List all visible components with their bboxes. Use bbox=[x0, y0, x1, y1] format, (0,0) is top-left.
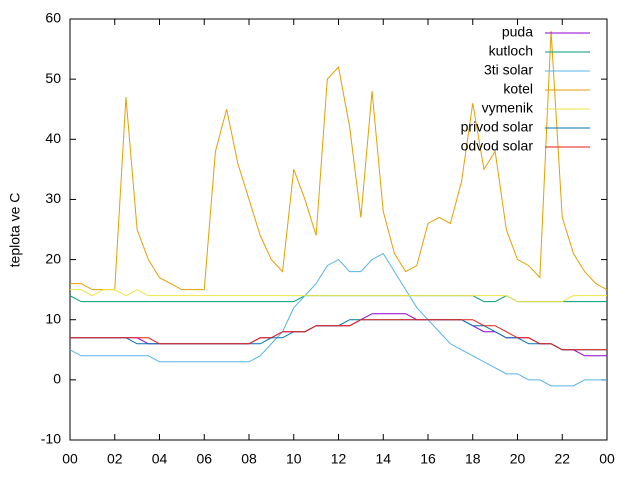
x-tick-label: 10 bbox=[286, 451, 302, 467]
x-tick-label: 06 bbox=[196, 451, 212, 467]
legend-label: kotel bbox=[503, 81, 533, 97]
x-tick-label: 08 bbox=[241, 451, 257, 467]
series-line bbox=[69, 252, 607, 387]
series-line bbox=[69, 295, 607, 303]
y-tick-label: 30 bbox=[45, 190, 61, 206]
y-tick-label: 50 bbox=[45, 70, 61, 86]
legend-label: kutloch bbox=[489, 43, 533, 59]
series-line bbox=[70, 289, 607, 303]
x-tick-label: 22 bbox=[554, 451, 570, 467]
legend-label: vymenik bbox=[482, 100, 534, 116]
y-tick-label: -10 bbox=[41, 431, 61, 447]
legend-label: puda bbox=[502, 24, 533, 40]
y-tick-label: 60 bbox=[45, 10, 61, 26]
legend-label: 3ti solar bbox=[484, 62, 533, 78]
y-tick-label: 40 bbox=[45, 130, 61, 146]
series-line bbox=[70, 313, 607, 357]
y-tick-label: 10 bbox=[45, 310, 61, 326]
x-tick-label: 16 bbox=[420, 451, 436, 467]
y-tick-label: 20 bbox=[45, 250, 61, 266]
x-tick-label: 14 bbox=[375, 451, 391, 467]
y-tick-label: 0 bbox=[53, 371, 61, 387]
y-axis-label: teplota ve C bbox=[7, 193, 23, 268]
series-line bbox=[70, 31, 608, 291]
legend-label: odvod solar bbox=[461, 138, 534, 154]
series-line bbox=[70, 319, 607, 351]
x-tick-label: 00 bbox=[599, 451, 615, 467]
x-tick-label: 12 bbox=[331, 451, 347, 467]
x-tick-label: 02 bbox=[107, 451, 123, 467]
x-tick-label: 20 bbox=[510, 451, 526, 467]
x-tick-label: 00 bbox=[62, 451, 78, 467]
x-tick-label: 18 bbox=[465, 451, 481, 467]
legend-label: privod solar bbox=[461, 119, 534, 135]
x-tick-label: 04 bbox=[152, 451, 168, 467]
series-line bbox=[70, 319, 607, 351]
